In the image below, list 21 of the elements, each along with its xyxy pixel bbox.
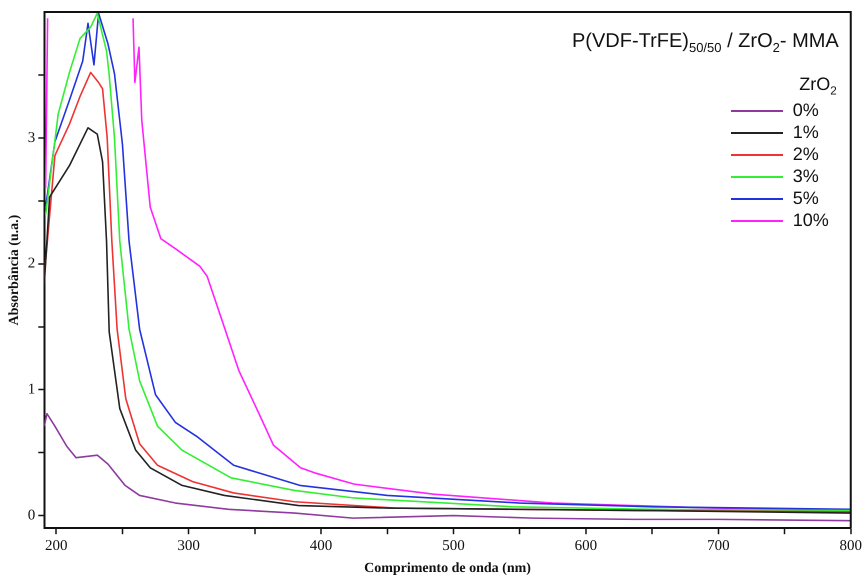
y-axis-title: Absorbância (u.a.)	[7, 214, 22, 326]
y-tick-label: 2	[28, 256, 36, 272]
x-tick-label: 400	[310, 538, 332, 554]
x-tick-label: 800	[840, 538, 862, 554]
x-tick-label: 300	[177, 538, 200, 554]
y-tick-label: 3	[28, 130, 36, 146]
text: P(VDF-TrFE)$_{50/50}$ / ZrO$_{2}$- MMA	[572, 30, 839, 55]
legend-label: 0%	[792, 100, 820, 122]
x-tick-label: 600	[574, 538, 598, 554]
y-tick-label: 0	[28, 508, 36, 524]
legend-label: 5%	[792, 188, 820, 210]
legend-label: 2%	[792, 144, 820, 166]
x-tick-label: 700	[707, 538, 730, 554]
y-tick-label: 1	[28, 382, 36, 398]
legend-label: 1%	[792, 122, 820, 144]
x-tick-label: 500	[442, 538, 465, 554]
x-axis-title: Comprimento de onda (nm)	[364, 561, 532, 576]
x-tick-label: 200	[44, 538, 68, 554]
legend-title: ZrO$_{2}$	[798, 74, 837, 98]
legend-label: 10%	[792, 210, 830, 232]
legend-label: 3%	[792, 166, 820, 188]
